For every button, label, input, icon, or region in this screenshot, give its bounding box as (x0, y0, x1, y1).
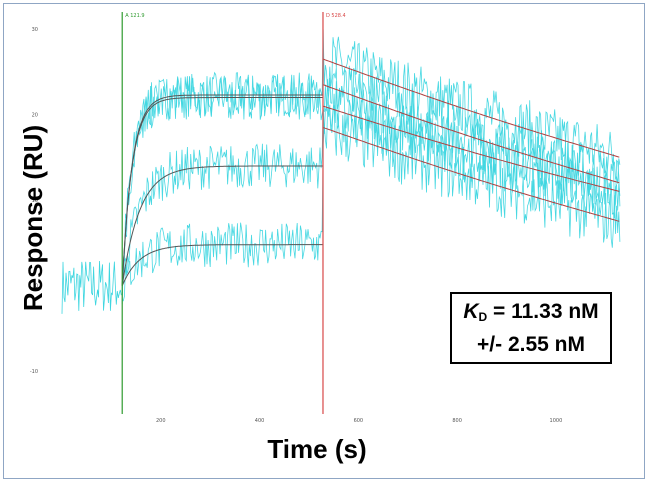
dissociation-fit-2 (322, 84, 620, 184)
y-axis-title: Response (RU) (18, 125, 48, 311)
x-axis-title: Time (s) (267, 434, 366, 464)
dissociation-fit-3 (322, 105, 620, 192)
kd-symbol: K (463, 300, 479, 323)
association-fit-4 (121, 244, 323, 286)
association-fit-3 (121, 165, 323, 286)
x-tick-label: 1000 (550, 418, 563, 424)
kd-value-line: KD = 11.33 nM (463, 298, 598, 331)
x-tick-label: 800 (452, 418, 462, 424)
trace-layer (61, 29, 621, 314)
x-tick-label: 200 (156, 418, 166, 424)
marker-layer: A 121.9 D 528.4 (121, 12, 346, 414)
kd-value: = 11.33 nM (487, 300, 599, 323)
x-tick-label: 400 (255, 418, 265, 424)
x-tick-label: 600 (354, 418, 364, 424)
association-fit-2 (121, 97, 323, 286)
tick-layer: 200 400 600 800 1000 30 20 10 0 -10 (30, 27, 562, 424)
fit-layer (121, 58, 620, 286)
injection-marker-label-2: D 528.4 (326, 13, 346, 19)
association-fit-1 (121, 94, 323, 286)
kd-annotation-box: KD = 11.33 nM +/- 2.55 nM (450, 292, 612, 364)
kd-error: +/- 2.55 nM (477, 333, 585, 356)
baseline-trace (61, 260, 122, 314)
y-tick-label: 20 (32, 113, 38, 119)
dissociation-fit-4 (322, 127, 620, 222)
y-tick-label: 30 (32, 27, 38, 33)
y-tick-label: 0 (35, 284, 38, 290)
response-trace-3 (121, 79, 621, 286)
dissociation-fit-1 (322, 58, 620, 158)
sensorgram-chart: A 121.9 D 528.4 200 400 600 800 1000 30 20 10 0 -1… (18, 12, 621, 464)
y-tick-label: -10 (30, 369, 38, 375)
y-tick-label: 10 (32, 198, 38, 204)
figure-frame: A 121.9 D 528.4 200 400 600 800 1000 30 20 10 0 -1… (3, 3, 645, 479)
injection-marker-label-1: A 121.9 (125, 13, 144, 19)
kd-subscript: D (478, 310, 488, 324)
